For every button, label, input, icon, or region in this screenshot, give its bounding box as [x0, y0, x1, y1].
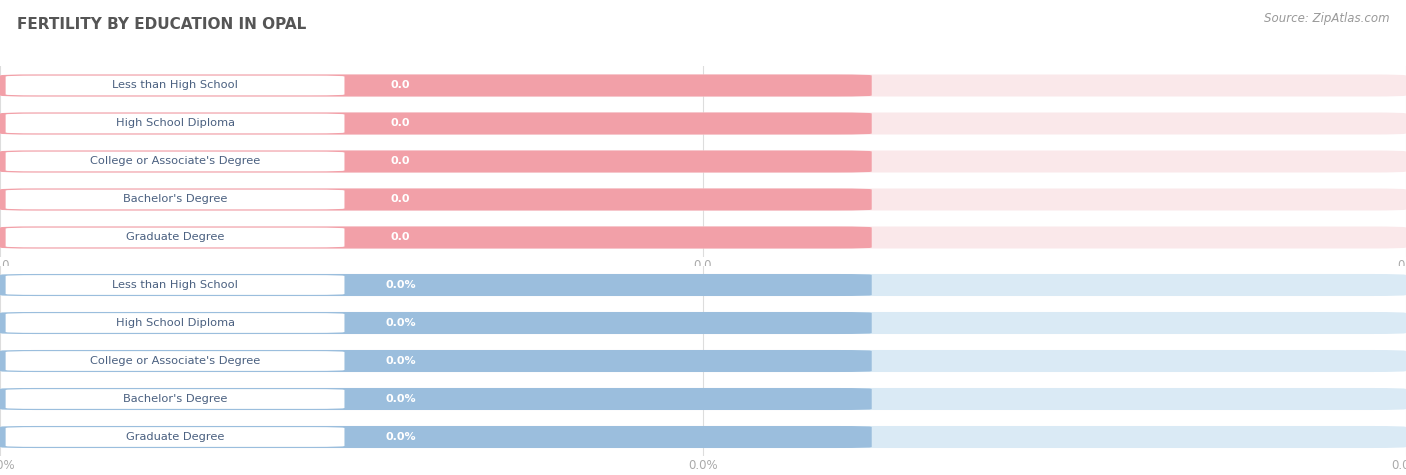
FancyBboxPatch shape — [0, 350, 1406, 372]
FancyBboxPatch shape — [0, 274, 872, 296]
Text: FERTILITY BY EDUCATION IN OPAL: FERTILITY BY EDUCATION IN OPAL — [17, 17, 307, 32]
FancyBboxPatch shape — [6, 427, 344, 447]
FancyBboxPatch shape — [0, 312, 1406, 334]
Text: 0.0%: 0.0% — [385, 356, 416, 366]
Text: 0.0%: 0.0% — [385, 280, 416, 290]
FancyBboxPatch shape — [0, 151, 1406, 172]
FancyBboxPatch shape — [0, 227, 872, 248]
FancyBboxPatch shape — [6, 114, 344, 133]
Text: 0.0: 0.0 — [391, 194, 411, 205]
FancyBboxPatch shape — [6, 152, 344, 171]
Text: Bachelor's Degree: Bachelor's Degree — [122, 394, 228, 404]
FancyBboxPatch shape — [6, 275, 344, 295]
FancyBboxPatch shape — [6, 76, 344, 95]
Text: Graduate Degree: Graduate Degree — [127, 232, 224, 243]
FancyBboxPatch shape — [6, 389, 344, 409]
Text: Source: ZipAtlas.com: Source: ZipAtlas.com — [1264, 12, 1389, 25]
Text: 0.0%: 0.0% — [385, 432, 416, 442]
FancyBboxPatch shape — [6, 351, 344, 371]
Text: High School Diploma: High School Diploma — [115, 118, 235, 129]
Text: 0.0%: 0.0% — [385, 318, 416, 328]
Text: 0.0%: 0.0% — [385, 394, 416, 404]
Text: Less than High School: Less than High School — [112, 280, 238, 290]
FancyBboxPatch shape — [0, 426, 872, 448]
FancyBboxPatch shape — [6, 190, 344, 209]
FancyBboxPatch shape — [0, 75, 1406, 96]
FancyBboxPatch shape — [0, 113, 872, 134]
FancyBboxPatch shape — [0, 75, 872, 96]
Text: 0.0: 0.0 — [391, 80, 411, 91]
FancyBboxPatch shape — [0, 388, 1406, 410]
Text: 0.0: 0.0 — [391, 232, 411, 243]
FancyBboxPatch shape — [0, 426, 1406, 448]
FancyBboxPatch shape — [0, 388, 872, 410]
FancyBboxPatch shape — [0, 113, 1406, 134]
Text: College or Associate's Degree: College or Associate's Degree — [90, 156, 260, 167]
Text: 0.0: 0.0 — [391, 118, 411, 129]
FancyBboxPatch shape — [0, 151, 872, 172]
Text: College or Associate's Degree: College or Associate's Degree — [90, 356, 260, 366]
FancyBboxPatch shape — [6, 313, 344, 333]
FancyBboxPatch shape — [0, 189, 1406, 210]
Text: Less than High School: Less than High School — [112, 80, 238, 91]
FancyBboxPatch shape — [0, 350, 872, 372]
FancyBboxPatch shape — [0, 227, 1406, 248]
Text: High School Diploma: High School Diploma — [115, 318, 235, 328]
FancyBboxPatch shape — [0, 312, 872, 334]
FancyBboxPatch shape — [0, 189, 872, 210]
FancyBboxPatch shape — [0, 274, 1406, 296]
Text: Bachelor's Degree: Bachelor's Degree — [122, 194, 228, 205]
Text: 0.0: 0.0 — [391, 156, 411, 167]
Text: Graduate Degree: Graduate Degree — [127, 432, 224, 442]
FancyBboxPatch shape — [6, 228, 344, 247]
